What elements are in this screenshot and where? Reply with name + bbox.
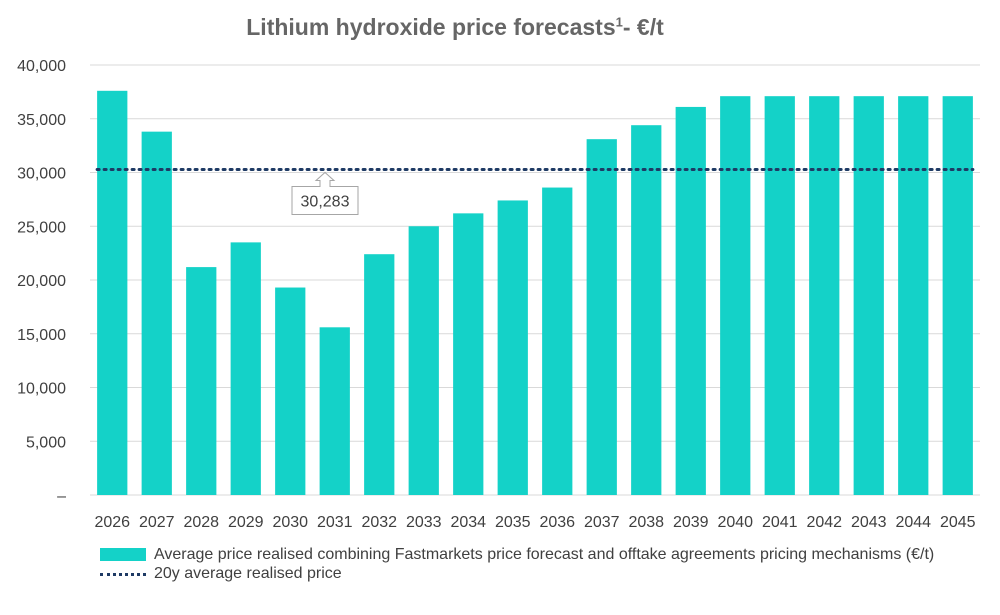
x-tick-label: 2038 [628, 514, 664, 531]
x-tick-label: 2039 [673, 514, 709, 531]
bar [809, 96, 840, 496]
bar [453, 213, 484, 495]
x-tick-label: 2044 [895, 514, 931, 531]
x-tick-label: 2034 [450, 514, 486, 531]
x-tick-label: 2043 [851, 514, 887, 531]
y-tick-label: – [57, 488, 66, 505]
x-tick-label: 2031 [317, 514, 353, 531]
bar [542, 187, 573, 496]
bar [364, 254, 395, 495]
y-tick-label: 15,000 [17, 327, 66, 344]
x-tick-label: 2030 [272, 514, 308, 531]
bar [230, 242, 261, 495]
x-tick-label: 2042 [806, 514, 842, 531]
x-tick-label: 2035 [495, 514, 531, 531]
y-tick-label: 10,000 [17, 381, 66, 398]
annotation-callout [291, 171, 359, 215]
bar [586, 139, 617, 496]
x-tick-label: 2041 [762, 514, 798, 531]
legend-item-average: 20y average realised price [100, 564, 960, 583]
y-tick-label: 40,000 [17, 58, 66, 75]
bar [675, 106, 706, 496]
x-tick-label: 2028 [183, 514, 219, 531]
y-tick-label: 25,000 [17, 219, 66, 236]
legend-label-bars: Average price realised combining Fastmar… [154, 546, 935, 563]
legend-swatch-bars [100, 548, 146, 561]
bar [631, 125, 662, 495]
x-tick-label: 2037 [584, 514, 620, 531]
annotation-label: 30,283 [301, 193, 350, 210]
x-tick-label: 2026 [94, 514, 130, 531]
x-tick-label: 2036 [539, 514, 575, 531]
bar [853, 96, 884, 496]
bar [186, 267, 217, 495]
bar [720, 96, 751, 496]
x-tick-label: 2033 [406, 514, 442, 531]
y-tick-label: 5,000 [26, 434, 66, 451]
x-tick-label: 2045 [940, 514, 976, 531]
bar [319, 327, 350, 495]
bar [97, 90, 128, 496]
bar [497, 200, 528, 495]
bar [141, 131, 172, 495]
x-tick-label: 2032 [361, 514, 397, 531]
x-tick-label: 2029 [228, 514, 264, 531]
bar [942, 96, 973, 496]
legend-swatch-average [100, 573, 146, 576]
bar [275, 287, 306, 495]
y-tick-label: 20,000 [17, 273, 66, 290]
legend-item-bars: Average price realised combining Fastmar… [100, 545, 960, 564]
bar [898, 96, 929, 496]
legend: Average price realised combining Fastmar… [100, 545, 960, 583]
y-tick-label: 30,000 [17, 166, 66, 183]
x-tick-label: 2040 [717, 514, 753, 531]
legend-label-average: 20y average realised price [154, 565, 342, 582]
chart-title: Lithium hydroxide price forecasts1- €/t [246, 14, 664, 40]
chart-plot: – 5,000 10,000 15,000 20,000 25,000 30,000 35,0… [17, 58, 980, 531]
x-tick-label: 2027 [139, 514, 175, 531]
bar [408, 226, 439, 495]
bar [764, 96, 795, 496]
y-tick-label: 35,000 [17, 112, 66, 129]
